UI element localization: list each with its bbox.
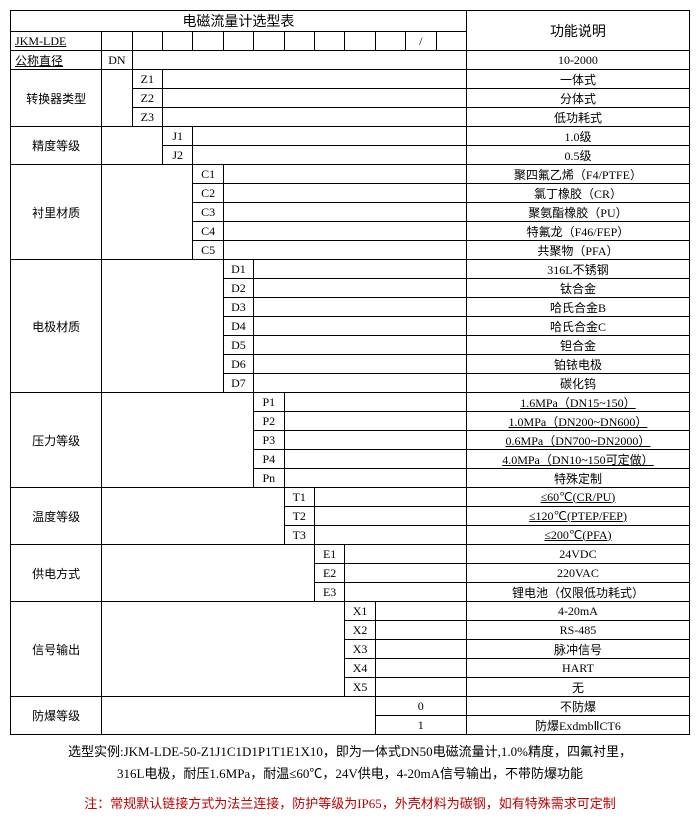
lining-label: 衬里材质 xyxy=(11,165,102,260)
signal-label: 信号输出 xyxy=(11,602,102,697)
desc-header: 功能说明 xyxy=(466,11,689,51)
slash-cell: / xyxy=(406,32,436,51)
example-note: 选型实例:JKM-LDE-50-Z1J1C1D1P1T1E1X10，即为一体式D… xyxy=(10,735,690,787)
model-code: JKM-LDE xyxy=(11,32,102,51)
table-title: 电磁流量计选型表 xyxy=(11,11,467,32)
converter-label: 转换器类型 xyxy=(11,70,102,127)
nominal-code: DN xyxy=(102,51,132,70)
selection-table: 电磁流量计选型表 功能说明 JKM-LDE / 公称直径 DN 10-2000 … xyxy=(10,10,690,735)
accuracy-label: 精度等级 xyxy=(11,127,102,165)
pressure-label: 压力等级 xyxy=(11,393,102,488)
nominal-label: 公称直径 xyxy=(11,51,102,70)
explosion-label: 防爆等级 xyxy=(11,697,102,735)
temp-label: 温度等级 xyxy=(11,488,102,545)
electrode-label: 电极材质 xyxy=(11,260,102,393)
footnote: 注：常规默认链接方式为法兰连接，防护等级为IP65，外壳材料为碳钢，如有特殊需求… xyxy=(10,787,690,817)
nominal-desc: 10-2000 xyxy=(466,51,689,70)
power-label: 供电方式 xyxy=(11,545,102,602)
